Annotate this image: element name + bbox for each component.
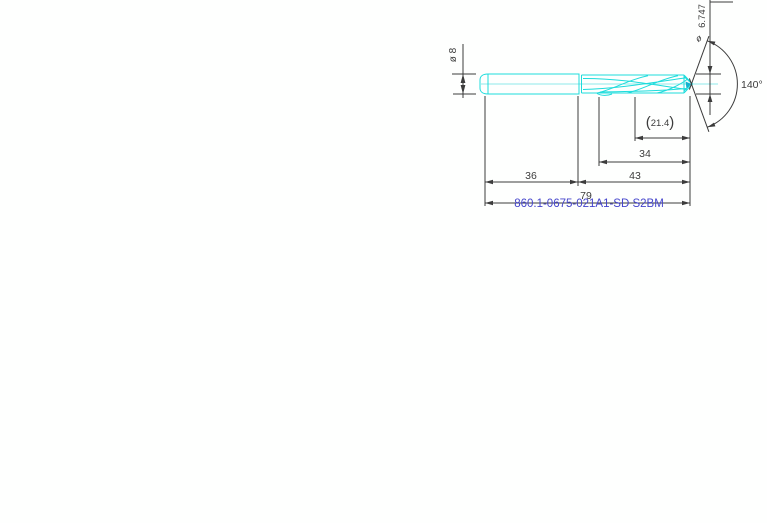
point-diameter-symbol-label: ø (694, 32, 704, 44)
length-34-label: 34 (639, 148, 651, 160)
point-diameter-label: 6.747 (697, 4, 708, 28)
dimension-lines (452, 0, 738, 206)
tool-outline (479, 73, 694, 95)
length-43-label: 43 (629, 170, 641, 182)
parenthetical-dimension-label: (21.4) (646, 114, 675, 131)
length-79-label: 79 (580, 190, 592, 202)
tool-tip-accent (685, 81, 692, 89)
length-36-label: 36 (525, 170, 537, 182)
part-number-link[interactable]: 860.1-0675-021A1-SD S2BM (514, 198, 664, 210)
point-angle-label: 140° (741, 79, 763, 91)
dimension-labels: ø 8 6.747 ø 140° (21.4) 34 43 36 79 (448, 4, 763, 202)
tool-flutes (582, 75, 691, 96)
dimension-arrows (460, 40, 716, 206)
shank-diameter-label: ø 8 (448, 47, 459, 62)
